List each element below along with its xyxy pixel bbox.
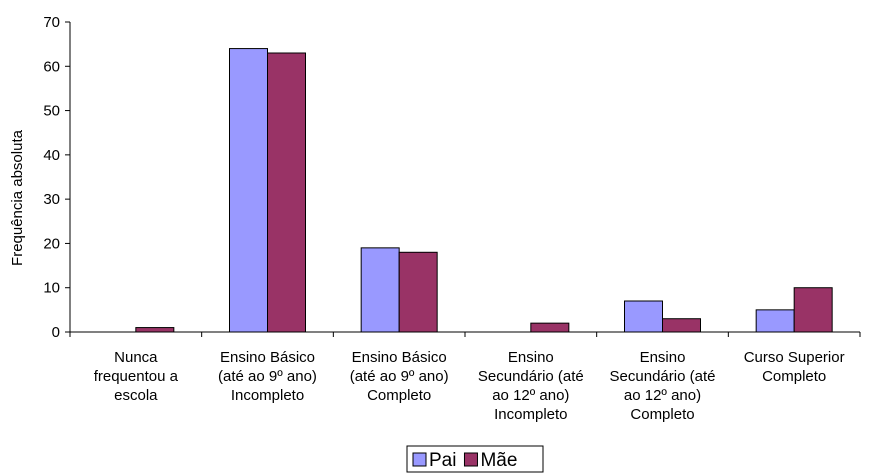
bar-pai-2	[360, 247, 400, 333]
category-label: ao 12º ano)	[492, 387, 569, 404]
x-axis	[69, 331, 861, 337]
y-tick-label: 70	[43, 14, 60, 31]
bar-pai-4	[624, 300, 663, 333]
category-label: Secundário (até	[478, 368, 584, 385]
category-label: Incompleto	[494, 406, 567, 423]
category-label: Completo	[762, 368, 826, 385]
category-label: Ensino Básico	[220, 349, 315, 366]
legend-swatch	[463, 452, 478, 467]
category-label: Completo	[367, 387, 431, 404]
category-label: Nunca	[114, 349, 158, 366]
y-axis: 0 10 20 30 40 50 60 70	[43, 14, 71, 341]
bar-me-1	[267, 52, 306, 333]
legend[interactable]: Pai Mãe	[406, 445, 544, 473]
category-label: escola	[114, 387, 158, 404]
y-tick-label: 40	[43, 147, 60, 164]
y-tick-label: 50	[43, 103, 60, 120]
category-label: frequentou a	[94, 368, 179, 385]
legend-label: Mãe	[480, 450, 517, 471]
bar-me-5	[793, 287, 833, 333]
category-label: ao 12º ano)	[624, 387, 701, 404]
category-label: Incompleto	[231, 387, 304, 404]
bar-pai-1	[229, 48, 268, 333]
category-label: (até ao 9º ano)	[350, 368, 449, 385]
y-tick-label: 10	[43, 280, 60, 297]
bar-me-3	[530, 322, 570, 333]
bar-pai-5	[755, 309, 795, 333]
y-tick-label: 60	[43, 58, 60, 75]
bar-me-2	[398, 251, 438, 333]
category-label: Ensino	[640, 349, 686, 366]
bar-me-0	[135, 327, 175, 333]
y-tick-label: 30	[43, 191, 60, 208]
category-label: Completo	[630, 406, 694, 423]
category-label: (até ao 9º ano)	[218, 368, 317, 385]
y-axis-title: Frequência absoluta	[9, 129, 26, 266]
y-tick-label: 20	[43, 235, 60, 252]
category-label: Curso Superior	[744, 349, 845, 366]
legend-swatch	[412, 452, 427, 467]
category-label: Ensino Básico	[352, 349, 447, 366]
category-labels: Nunca frequentou a escola Ensino Básico (até…	[94, 349, 845, 423]
legend-label: Pai	[429, 450, 456, 471]
bar-me-4	[662, 318, 701, 333]
y-tick-label: 0	[52, 324, 60, 341]
category-label: Secundário (até	[610, 368, 716, 385]
category-label: Ensino	[508, 349, 554, 366]
bars	[135, 48, 833, 333]
